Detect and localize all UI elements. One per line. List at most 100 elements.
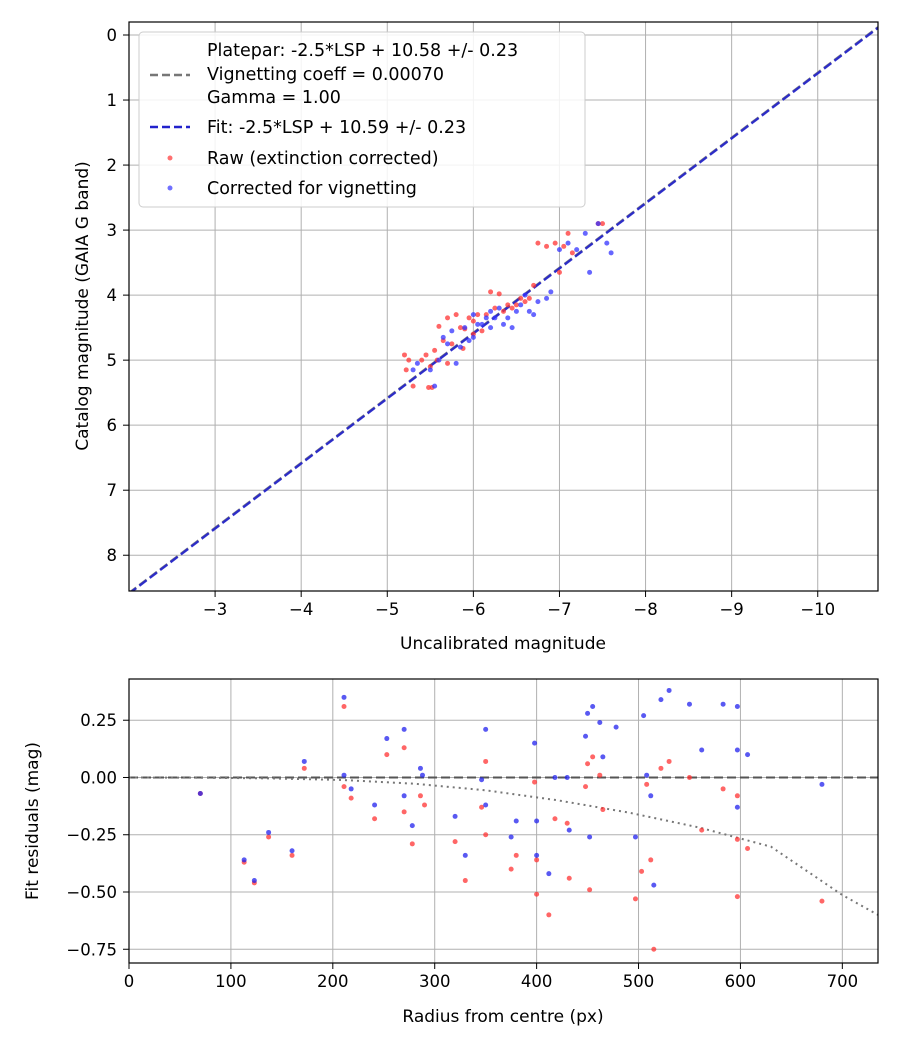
raw-extinction-corrected-point bbox=[651, 946, 657, 952]
corrected-for-vignetting-point bbox=[513, 308, 519, 314]
raw-extinction-corrected-point bbox=[509, 305, 515, 311]
raw-extinction-corrected-point bbox=[426, 384, 432, 390]
raw-extinction-corrected-point bbox=[289, 852, 295, 858]
bottom-chart: 0 100 200 300 400 500 600 700 0.25 0.00 −0.25 −0.50… bbox=[23, 678, 879, 1027]
y-tick-label: 3 bbox=[107, 221, 118, 240]
x-tick-label: −9 bbox=[719, 600, 743, 619]
raw-extinction-corrected-point bbox=[535, 240, 541, 246]
raw-extinction-corrected-point bbox=[492, 305, 498, 311]
corrected-for-vignetting-point bbox=[457, 344, 463, 350]
raw-extinction-corrected-point bbox=[501, 308, 506, 314]
corrected-for-vignetting-point bbox=[462, 325, 468, 331]
raw-extinction-corrected-point bbox=[648, 857, 654, 863]
corrected-for-vignetting-point bbox=[409, 823, 415, 829]
raw-extinction-corrected-point bbox=[410, 383, 416, 389]
raw-extinction-corrected-point bbox=[483, 758, 489, 764]
raw-extinction-corrected-point bbox=[401, 745, 407, 751]
corrected-for-vignetting-point bbox=[432, 383, 438, 389]
corrected-for-vignetting-point bbox=[417, 765, 423, 771]
corrected-for-vignetting-point bbox=[479, 777, 485, 783]
raw-extinction-corrected-point bbox=[644, 781, 650, 787]
corrected-for-vignetting-point bbox=[241, 857, 247, 863]
corrected-for-vignetting-point bbox=[445, 341, 451, 347]
legend-raw-marker bbox=[167, 155, 173, 161]
raw-extinction-corrected-point bbox=[470, 318, 476, 324]
corrected-for-vignetting-point bbox=[534, 852, 540, 858]
raw-extinction-corrected-point bbox=[453, 312, 459, 318]
raw-extinction-corrected-point bbox=[479, 328, 485, 334]
raw-extinction-corrected-point bbox=[401, 809, 407, 815]
x-tick-label: −5 bbox=[375, 600, 399, 619]
raw-extinction-corrected-point bbox=[587, 887, 593, 893]
y-tick-label: 4 bbox=[107, 286, 118, 305]
raw-extinction-corrected-point bbox=[432, 347, 438, 353]
legend-vignetting-label: Vignetting coeff = 0.00070 bbox=[207, 65, 444, 85]
bottom-x-axis-label: Radius from centre (px) bbox=[402, 1007, 603, 1027]
corrected-for-vignetting-point bbox=[565, 240, 571, 246]
corrected-for-vignetting-point bbox=[608, 250, 614, 256]
corrected-for-vignetting-point bbox=[566, 827, 572, 833]
corrected-for-vignetting-point bbox=[526, 308, 532, 314]
corrected-for-vignetting-point bbox=[587, 269, 593, 275]
raw-extinction-corrected-point bbox=[564, 820, 570, 826]
raw-extinction-corrected-point bbox=[600, 221, 606, 227]
corrected-for-vignetting-point bbox=[384, 736, 390, 742]
raw-extinction-corrected-point bbox=[422, 802, 428, 808]
raw-extinction-corrected-point bbox=[526, 295, 532, 301]
corrected-for-vignetting-point bbox=[590, 703, 596, 709]
raw-extinction-corrected-point bbox=[734, 836, 740, 842]
top-data-layer bbox=[129, 26, 878, 591]
raw-extinction-corrected-point bbox=[534, 857, 540, 863]
corrected-for-vignetting-point bbox=[501, 321, 506, 327]
corrected-for-vignetting-point bbox=[401, 793, 407, 799]
bottom-y-axis-label: Fit residuals (mag) bbox=[23, 742, 43, 900]
legend-corrected-label: Corrected for vignetting bbox=[207, 179, 417, 199]
corrected-for-vignetting-point bbox=[427, 367, 433, 373]
legend-frame bbox=[138, 31, 586, 208]
y-tick-label: 8 bbox=[107, 546, 118, 565]
raw-extinction-corrected-point bbox=[513, 852, 519, 858]
legend-fit-label: Fit: -2.5*LSP + 10.59 +/- 0.23 bbox=[207, 118, 466, 138]
x-tick-label: 200 bbox=[317, 972, 349, 991]
corrected-for-vignetting-point bbox=[513, 818, 519, 824]
raw-extinction-corrected-point bbox=[522, 299, 528, 305]
raw-extinction-corrected-point bbox=[734, 793, 740, 799]
raw-extinction-corrected-point bbox=[457, 325, 463, 331]
corrected-for-vignetting-point bbox=[496, 305, 502, 311]
raw-extinction-corrected-point bbox=[479, 804, 485, 810]
raw-extinction-corrected-point bbox=[348, 795, 354, 801]
raw-extinction-corrected-point bbox=[505, 302, 511, 308]
y-tick-label: 6 bbox=[107, 416, 118, 435]
raw-extinction-corrected-point bbox=[341, 784, 347, 790]
corrected-for-vignetting-point bbox=[289, 848, 295, 854]
raw-extinction-corrected-point bbox=[513, 302, 519, 308]
raw-extinction-corrected-point bbox=[590, 754, 596, 760]
corrected-for-vignetting-point bbox=[552, 774, 558, 780]
raw-extinction-corrected-point bbox=[401, 352, 407, 358]
corrected-for-vignetting-point bbox=[583, 733, 589, 739]
corrected-for-vignetting-point bbox=[699, 747, 705, 753]
corrected-for-vignetting-point bbox=[440, 334, 446, 340]
raw-extinction-corrected-point bbox=[686, 774, 692, 780]
raw-extinction-corrected-point bbox=[266, 834, 272, 840]
corrected-for-vignetting-point bbox=[745, 752, 751, 758]
corrected-for-vignetting-point bbox=[734, 747, 740, 753]
corrected-for-vignetting-point bbox=[348, 786, 354, 792]
raw-extinction-corrected-point bbox=[518, 295, 524, 301]
x-tick-label: 500 bbox=[623, 972, 655, 991]
corrected-for-vignetting-point bbox=[483, 726, 489, 732]
x-tick-label: −8 bbox=[633, 600, 657, 619]
corrected-for-vignetting-point bbox=[452, 813, 458, 819]
corrected-for-vignetting-point bbox=[666, 687, 672, 693]
raw-extinction-corrected-point bbox=[666, 758, 672, 764]
corrected-for-vignetting-point bbox=[574, 247, 580, 253]
corrected-for-vignetting-point bbox=[488, 325, 494, 331]
x-tick-label: −7 bbox=[547, 600, 571, 619]
corrected-for-vignetting-point bbox=[641, 713, 647, 719]
corrected-for-vignetting-point bbox=[414, 360, 420, 366]
corrected-for-vignetting-point bbox=[483, 315, 489, 321]
corrected-for-vignetting-point bbox=[419, 772, 425, 778]
corrected-for-vignetting-point bbox=[197, 791, 203, 797]
x-tick-label: 400 bbox=[521, 972, 553, 991]
